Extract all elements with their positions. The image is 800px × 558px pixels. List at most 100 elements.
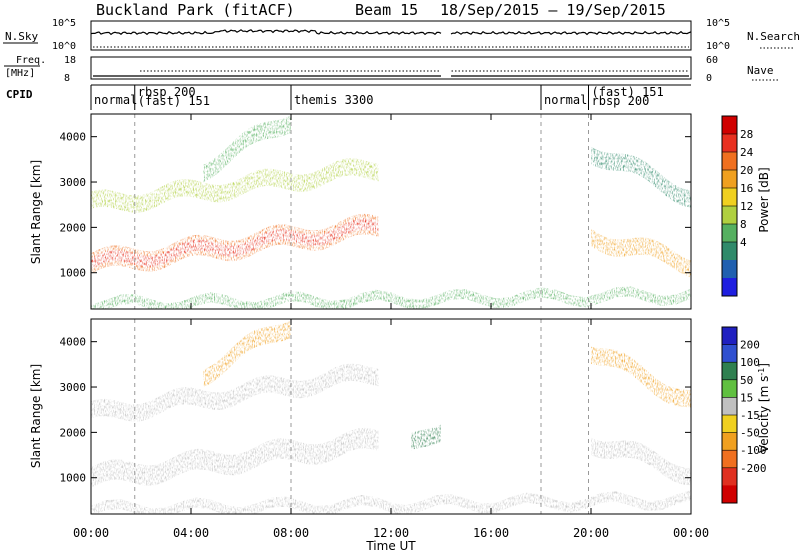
nsky-panel: N.Sky 10^5 10^0 10^5 10^0 N.Search xyxy=(3,18,800,52)
nsearch-tick-bottom: 10^0 xyxy=(706,41,730,52)
x-axis-label: Time UT xyxy=(365,539,416,553)
colorbar-swatch xyxy=(722,116,737,135)
colorbar-tick-label: 50 xyxy=(740,374,753,387)
x-tick-label: 00:00 xyxy=(73,526,109,540)
y-tick-label: 2000 xyxy=(60,221,87,234)
date-range: 18/Sep/2015 – 19/Sep/2015 xyxy=(440,1,666,19)
colorbar-swatch xyxy=(722,224,737,243)
x-axis: 00:00 04:00 08:00 12:00 16:00 20:00 00:00 xyxy=(73,114,709,540)
colorbar-swatch xyxy=(722,450,737,469)
echo-region xyxy=(91,427,379,488)
power-colorbar-label: Power [dB] xyxy=(757,167,771,232)
freq-panel: Freq. [MHz] 18 8 60 0 Nave xyxy=(4,55,780,84)
velocity-frame xyxy=(90,318,692,515)
echo-region xyxy=(91,286,691,309)
nsearch-tick-top: 10^5 xyxy=(706,18,730,29)
colorbar-tick-label: 4 xyxy=(740,236,747,249)
colorbar-tick-label: 16 xyxy=(740,182,753,195)
power-frame xyxy=(90,113,692,310)
cpid-segment-label: themis 3300 xyxy=(294,93,373,107)
x-tick-label: 12:00 xyxy=(373,526,409,540)
figure-title: Buckland Park (fitACF) xyxy=(96,1,295,19)
power-colorbar: 28 24 20 16 12 8 4 xyxy=(721,115,754,297)
x-tick-label: 16:00 xyxy=(473,526,509,540)
colorbar-tick-label: 200 xyxy=(740,339,760,352)
colorbar-swatch xyxy=(722,152,737,171)
power-echoes xyxy=(91,115,691,309)
velocity-panel: 1000 2000 3000 4000 Slant Range [km] xyxy=(29,318,692,515)
colorbar-swatch xyxy=(722,467,737,486)
echo-region xyxy=(203,320,291,387)
y-tick-label: 1000 xyxy=(60,267,87,280)
colorbar-swatch xyxy=(722,485,737,504)
echo-region xyxy=(411,424,441,451)
echo-region xyxy=(591,437,691,486)
colorbar-tick-label: -15 xyxy=(740,409,760,422)
echo-region xyxy=(91,158,379,213)
colorbar-swatch xyxy=(722,415,737,434)
y-tick-label: 1000 xyxy=(60,472,87,485)
colorbar-swatch xyxy=(722,397,737,416)
nsky-trace xyxy=(90,29,692,36)
x-tick-label: 00:00 xyxy=(673,526,709,540)
echo-core xyxy=(91,218,379,270)
power-panel: 1000 2000 3000 4000 Slant Range [km] xyxy=(29,113,692,310)
colorbar-tick-label: 100 xyxy=(740,356,760,369)
colorbar-swatch xyxy=(722,242,737,261)
nave-tick-bottom: 0 xyxy=(706,73,712,84)
freq-gap xyxy=(441,58,451,78)
cpid-segment-label: normal xyxy=(94,93,137,107)
x-tick-label: 20:00 xyxy=(573,526,609,540)
nsky-frame xyxy=(90,20,692,51)
y-tick-label: 4000 xyxy=(60,131,87,144)
nave-label: Nave xyxy=(747,64,774,77)
colorbar-tick-label: 28 xyxy=(740,128,753,141)
velocity-ylabel: Slant Range [km] xyxy=(29,364,43,468)
freq-frame xyxy=(90,56,692,80)
colorbar-swatch xyxy=(722,432,737,451)
x-tick-label: 08:00 xyxy=(273,526,309,540)
beam-label: Beam 15 xyxy=(355,1,418,19)
freq-unit: [MHz] xyxy=(5,68,35,79)
nsky-tick-bottom: 10^0 xyxy=(52,41,76,52)
colorbar-tick-label: -50 xyxy=(740,427,760,440)
velocity-colorbar-label: Velocity [m s-1] xyxy=(757,363,772,453)
echo-region xyxy=(591,346,691,408)
cpid-segment-label: rbsp 200 xyxy=(592,94,650,108)
cpid-label: CPID xyxy=(6,88,33,101)
nsky-tick-top: 10^5 xyxy=(52,18,76,29)
cpid-segment-label: rbsp 200 xyxy=(138,85,196,99)
velocity-colorbar: 200 100 50 15 -15 -50 -100 -200 xyxy=(721,326,767,504)
colorbar-swatch xyxy=(722,362,737,381)
x-tick-label: 04:00 xyxy=(173,526,209,540)
colorbar-tick-label: -200 xyxy=(740,462,767,475)
colorbar-tick-label: 15 xyxy=(740,391,753,404)
cpid-segment-label: (fast) 151 xyxy=(138,94,210,108)
colorbar-swatch xyxy=(722,170,737,189)
colorbar-swatch xyxy=(722,188,737,207)
freq-tick-bottom: 8 xyxy=(64,73,70,84)
echo-region xyxy=(591,146,691,208)
nsky-label: N.Sky xyxy=(5,30,38,43)
colorbar-swatch xyxy=(722,327,737,346)
y-tick-label: 2000 xyxy=(60,426,87,439)
power-ylabel: Slant Range [km] xyxy=(29,160,43,264)
colorbar-swatch xyxy=(722,206,737,225)
y-tick-label: 3000 xyxy=(60,176,87,189)
colorbar-swatch xyxy=(722,134,737,153)
colorbar-tick-label: 24 xyxy=(740,146,754,159)
cpid-segment-label: (fast) 151 xyxy=(592,85,664,99)
colorbar-tick-label: 20 xyxy=(740,164,753,177)
freq-tick-top: 18 xyxy=(64,55,76,66)
y-tick-label: 3000 xyxy=(60,381,87,394)
cpid-segment-label: normal xyxy=(544,93,587,107)
echo-region xyxy=(91,213,379,274)
colorbar-tick-label: 8 xyxy=(740,218,747,231)
nave-tick-top: 60 xyxy=(706,55,718,66)
colorbar-tick-label: 12 xyxy=(740,200,753,213)
colorbar-swatch xyxy=(722,379,737,398)
y-tick-label: 4000 xyxy=(60,336,87,349)
colorbar-swatch xyxy=(722,344,737,363)
